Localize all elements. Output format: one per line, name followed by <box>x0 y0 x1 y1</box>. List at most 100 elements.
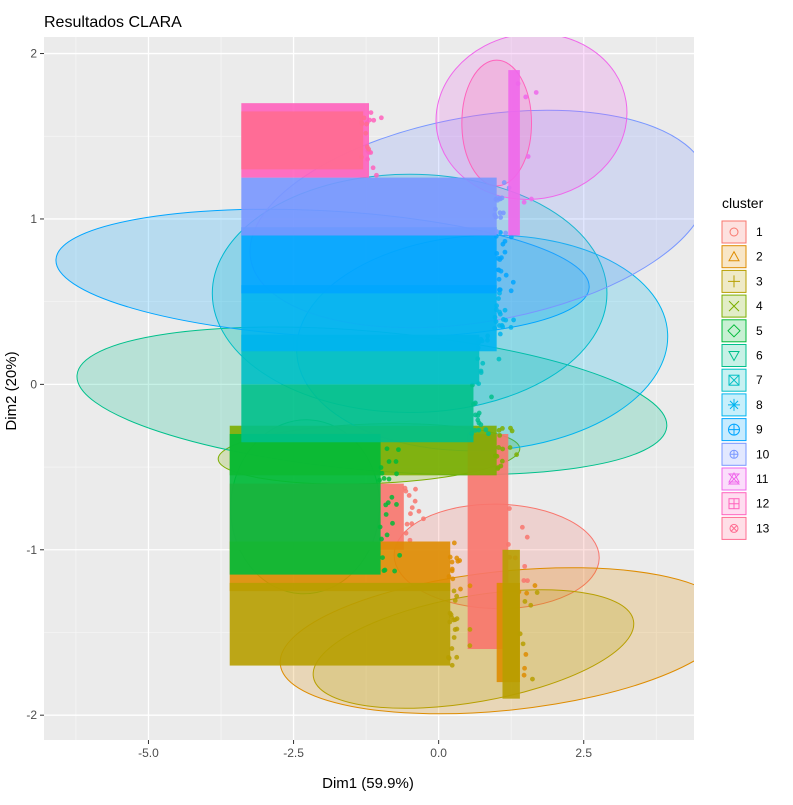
point-marker-3 <box>449 646 455 651</box>
point-marker-4 <box>497 432 503 438</box>
legend-item-10: 10 <box>721 442 770 466</box>
legend-item-1: 1 <box>721 220 763 244</box>
x-tick-label: 0.0 <box>430 746 447 760</box>
point-marker-3 <box>452 598 458 603</box>
point-marker-3 <box>454 593 460 599</box>
point-marker-10 <box>492 212 498 218</box>
point-marker-1 <box>416 508 422 514</box>
point-marker-10 <box>501 180 507 185</box>
legend-item-6: 6 <box>721 344 763 367</box>
cluster-points-13 <box>241 111 372 170</box>
point-marker-10 <box>503 230 509 236</box>
point-marker-6 <box>483 427 489 433</box>
point-marker-1 <box>522 563 528 569</box>
point-marker-6 <box>476 427 482 433</box>
legend-symbol-asterisk <box>728 398 740 411</box>
point-marker-12 <box>378 115 384 121</box>
point-marker-4 <box>495 465 501 470</box>
point-marker-1 <box>409 505 415 510</box>
legend-symbol-square-cross <box>728 374 740 386</box>
legend-item-7: 7 <box>721 368 763 392</box>
point-marker-3 <box>467 643 473 649</box>
point-marker-13 <box>361 115 367 121</box>
point-marker-13 <box>364 121 370 127</box>
point-marker-6 <box>472 400 478 406</box>
point-marker-9 <box>496 276 502 282</box>
legend-symbol-circle-plus <box>728 424 740 436</box>
point-marker-11 <box>525 154 531 159</box>
point-marker-6 <box>489 394 494 400</box>
point-marker-5 <box>377 477 382 483</box>
legend-label: 7 <box>756 373 763 387</box>
point-marker-2 <box>454 555 460 561</box>
point-marker-5 <box>385 500 391 506</box>
point-marker-5 <box>390 520 395 526</box>
legend-symbol-hourglass <box>727 473 741 485</box>
cluster-points-5 <box>229 433 403 575</box>
point-marker-6 <box>486 431 491 437</box>
point-marker-12 <box>371 117 377 123</box>
point-marker-11 <box>533 90 539 95</box>
cluster-points-6 <box>241 382 494 443</box>
y-tick-label: 2 <box>30 47 37 61</box>
point-marker-13 <box>366 146 372 152</box>
point-marker-1 <box>525 578 530 584</box>
point-cloud-9 <box>241 227 497 294</box>
point-marker-1 <box>519 524 525 530</box>
cluster-ellipse-12 <box>461 59 532 187</box>
point-marker-3 <box>451 588 457 594</box>
x-tick-label: -5.0 <box>138 746 159 760</box>
point-marker-10 <box>494 229 500 235</box>
point-marker-6 <box>472 428 478 433</box>
point-cloud-5 <box>229 433 381 575</box>
point-marker-1 <box>403 530 409 536</box>
point-marker-10 <box>500 210 506 216</box>
point-marker-1 <box>507 506 512 511</box>
legend-symbol-circle-cross <box>730 450 738 459</box>
point-marker-11 <box>521 199 527 205</box>
point-marker-3 <box>520 641 526 647</box>
point-marker-9 <box>510 279 516 285</box>
x-axis-title: Dim1 (59.9%) <box>322 775 414 792</box>
point-marker-12 <box>368 110 374 116</box>
x-tick-label: -2.5 <box>283 746 304 760</box>
point-marker-3 <box>454 654 460 660</box>
x-axis: -5.0 -2.5 0.0 2.5 <box>138 740 592 760</box>
legend-key <box>721 245 747 269</box>
point-marker-3 <box>451 635 457 640</box>
point-marker-1 <box>506 542 511 547</box>
legend-item-8: 8 <box>721 393 763 417</box>
point-marker-1 <box>404 521 410 527</box>
point-marker-13 <box>359 121 365 127</box>
point-marker-9 <box>508 288 514 294</box>
point-marker-3 <box>517 631 523 637</box>
point-marker-4 <box>500 425 505 431</box>
cluster-points-10 <box>241 177 512 236</box>
point-marker-1 <box>408 511 413 517</box>
point-marker-5 <box>397 552 403 558</box>
legend-key <box>721 319 747 343</box>
point-marker-2 <box>523 652 529 657</box>
point-marker-2 <box>524 590 530 596</box>
legend-label: 6 <box>756 349 763 363</box>
point-marker-2 <box>450 576 456 582</box>
point-marker-9 <box>497 287 503 293</box>
point-cloud-3 <box>502 549 520 699</box>
point-marker-1 <box>521 578 527 583</box>
cluster-points-11 <box>508 70 539 236</box>
point-cloud-3 <box>229 582 451 666</box>
point-marker-5 <box>380 555 385 561</box>
point-marker-4 <box>499 458 505 464</box>
legend-symbol-hourglass <box>728 471 740 483</box>
legend-label: 3 <box>756 274 763 288</box>
point-marker-7 <box>496 356 502 362</box>
point-marker-1 <box>403 488 409 494</box>
legend-title: cluster <box>722 195 764 211</box>
point-marker-5 <box>378 465 384 470</box>
legend-key <box>721 344 747 367</box>
y-tick-label: -1 <box>26 543 37 557</box>
point-marker-9 <box>500 241 506 247</box>
point-marker-11 <box>523 94 529 100</box>
point-cloud-6 <box>241 384 474 443</box>
